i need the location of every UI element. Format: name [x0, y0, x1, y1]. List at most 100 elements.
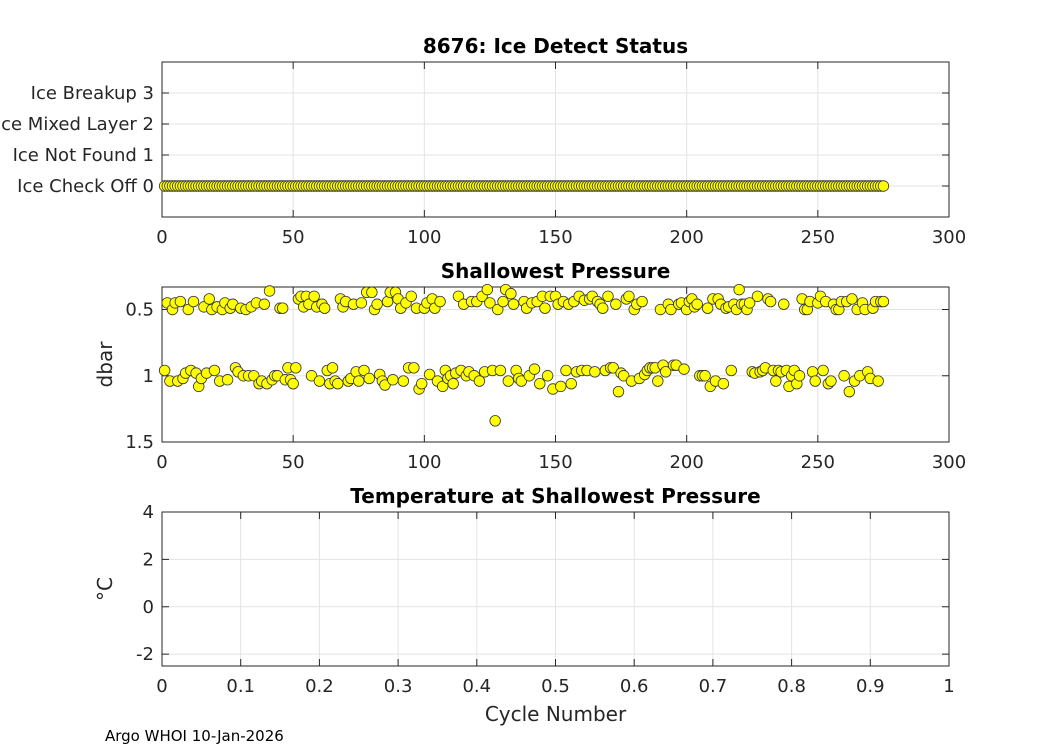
temperature-axes: 0 0.1 0.2 0.3 0.4 0.5 0.6 0.7 0.8 0.9 1-2024Temper…: [93, 484, 955, 726]
pressure-data-point: [187, 295, 200, 308]
pressure-data-point: [505, 287, 517, 300]
temperature-x-tick-label: 0.2: [305, 676, 334, 697]
ice-y-tick-label: Ice Not Found 1: [13, 145, 154, 166]
pressure-data-point: [332, 378, 344, 390]
pressure-chart-title: Shallowest Pressure: [441, 259, 671, 283]
pressure-data-point: [484, 297, 496, 309]
pressure-data-point: [612, 385, 625, 398]
pressure-data-point: [355, 297, 368, 309]
pressure-data-point: [436, 380, 449, 393]
pressure-data-point: [405, 290, 417, 302]
pressure-data-point: [846, 293, 858, 305]
pressure-data-point: [717, 378, 730, 390]
pressure-data-point: [793, 370, 806, 382]
temperature-y-tick-label: 2: [143, 549, 154, 570]
pressure-data-point: [701, 302, 714, 314]
pressure-data-point: [473, 375, 486, 387]
pressure-data-point: [770, 375, 782, 387]
pressure-data-point: [560, 364, 572, 377]
ice-x-tick-label: 50: [282, 227, 305, 248]
ice-x-tick-label: 150: [538, 227, 572, 248]
temperature-x-tick-label: 0.6: [620, 676, 649, 697]
temperature-x-tick-label: 0.9: [856, 676, 885, 697]
ice-y-tick-label: Ice Mixed Layer 2: [0, 114, 154, 135]
temperature-x-tick-label: 0.1: [226, 676, 255, 697]
pressure-x-tick-label: 250: [801, 452, 835, 473]
pressure-data-point: [610, 298, 622, 310]
pressure-data-point: [221, 374, 234, 386]
pressure-x-tick-label: 300: [932, 452, 966, 473]
pressure-data-point: [276, 302, 289, 314]
pressure-data-point: [817, 364, 829, 377]
temperature-x-tick-label: 0.7: [699, 676, 728, 697]
pressure-data-point: [158, 364, 171, 377]
ice-y-tick-label: Ice Check Off 0: [17, 176, 154, 197]
pressure-data-point: [447, 378, 459, 390]
pressure-data-point: [408, 362, 420, 374]
pressure-data-point: [358, 364, 370, 377]
pressure-data-point: [492, 303, 504, 316]
pressure-data-point: [397, 375, 410, 387]
pressure-data-point: [363, 372, 375, 385]
shallowest-pressure-axes: 0 50 100 150 200 250 300 0.5 1 1.5 Shallowest Pres…: [93, 259, 966, 473]
pressure-x-tick-label: 200: [669, 452, 703, 473]
pressure-data-point: [652, 375, 664, 387]
temperature-x-tick-label: 0.4: [462, 676, 491, 697]
pressure-data-point: [416, 378, 428, 390]
pressure-data-point: [725, 364, 737, 377]
pressure-data-point: [534, 378, 546, 390]
ice-x-tick-label: 250: [801, 227, 835, 248]
pressure-data-point: [565, 378, 577, 390]
temperature-x-tick-label: 0.3: [384, 676, 413, 697]
pressure-y-tick-label: 1: [143, 366, 154, 387]
temperature-x-tick-label: 0.5: [541, 676, 570, 697]
pressure-data-point: [539, 302, 551, 314]
pressure-data-point: [208, 364, 221, 377]
pressure-data-point: [497, 295, 509, 308]
pressure-data-point: [751, 290, 764, 302]
ice-x-tick-label: 0: [156, 227, 167, 248]
pressure-data-point: [607, 362, 619, 374]
ice-x-tick-label: 300: [932, 227, 966, 248]
pressure-data-point: [290, 362, 302, 374]
ice-y-tick-label: Ice Breakup 3: [31, 83, 154, 104]
pressure-x-tick-label: 50: [282, 452, 305, 473]
pressure-data-point: [452, 290, 465, 302]
pressure-data-point: [353, 375, 365, 387]
pressure-data-point: [838, 370, 850, 382]
pressure-data-point: [366, 286, 378, 298]
ice-detect-status-axes: 0 50 100 150 200 250 300 Ice Check Off 0 Ice Not…: [0, 34, 966, 248]
pressure-data-point: [877, 295, 890, 308]
pressure-data-point: [494, 364, 507, 377]
pressure-data-point: [379, 379, 391, 391]
pressure-data-point: [764, 295, 777, 308]
temperature-x-tick-label: 0: [156, 676, 167, 697]
temperature-y-tick-label: 4: [143, 502, 154, 523]
pressure-data-point: [541, 370, 554, 382]
pressure-data-point: [597, 302, 609, 314]
pressure-data-point: [618, 370, 630, 382]
pressure-y-axis-label: dbar: [93, 341, 117, 388]
footer-credit: Argo WHOI 10-Jan-2026: [105, 727, 284, 745]
pressure-y-tick-label: 0.5: [125, 300, 154, 321]
pressure-data-point: [528, 363, 541, 375]
pressure-data-point: [174, 295, 187, 308]
pressure-data-point: [305, 370, 318, 382]
pressure-data-point: [872, 375, 884, 387]
pressure-data-point: [589, 366, 601, 378]
pressure-data-point: [258, 298, 271, 310]
pressure-data-point: [809, 375, 821, 387]
pressure-y-tick-label: 1.5: [125, 432, 154, 453]
pressure-data-point: [678, 363, 690, 375]
pressure-data-point: [481, 283, 493, 296]
pressure-data-point: [287, 378, 299, 390]
pressure-data-point: [623, 290, 635, 302]
pressure-data-point: [263, 285, 276, 297]
pressure-data-point: [387, 374, 399, 386]
temperature-y-axis-label: °C: [93, 577, 117, 601]
pressure-data-point: [699, 370, 711, 382]
pressure-data-point: [659, 366, 672, 378]
temperature-chart-title: Temperature at Shallowest Pressure: [350, 484, 760, 508]
pressure-data-point: [743, 297, 756, 309]
